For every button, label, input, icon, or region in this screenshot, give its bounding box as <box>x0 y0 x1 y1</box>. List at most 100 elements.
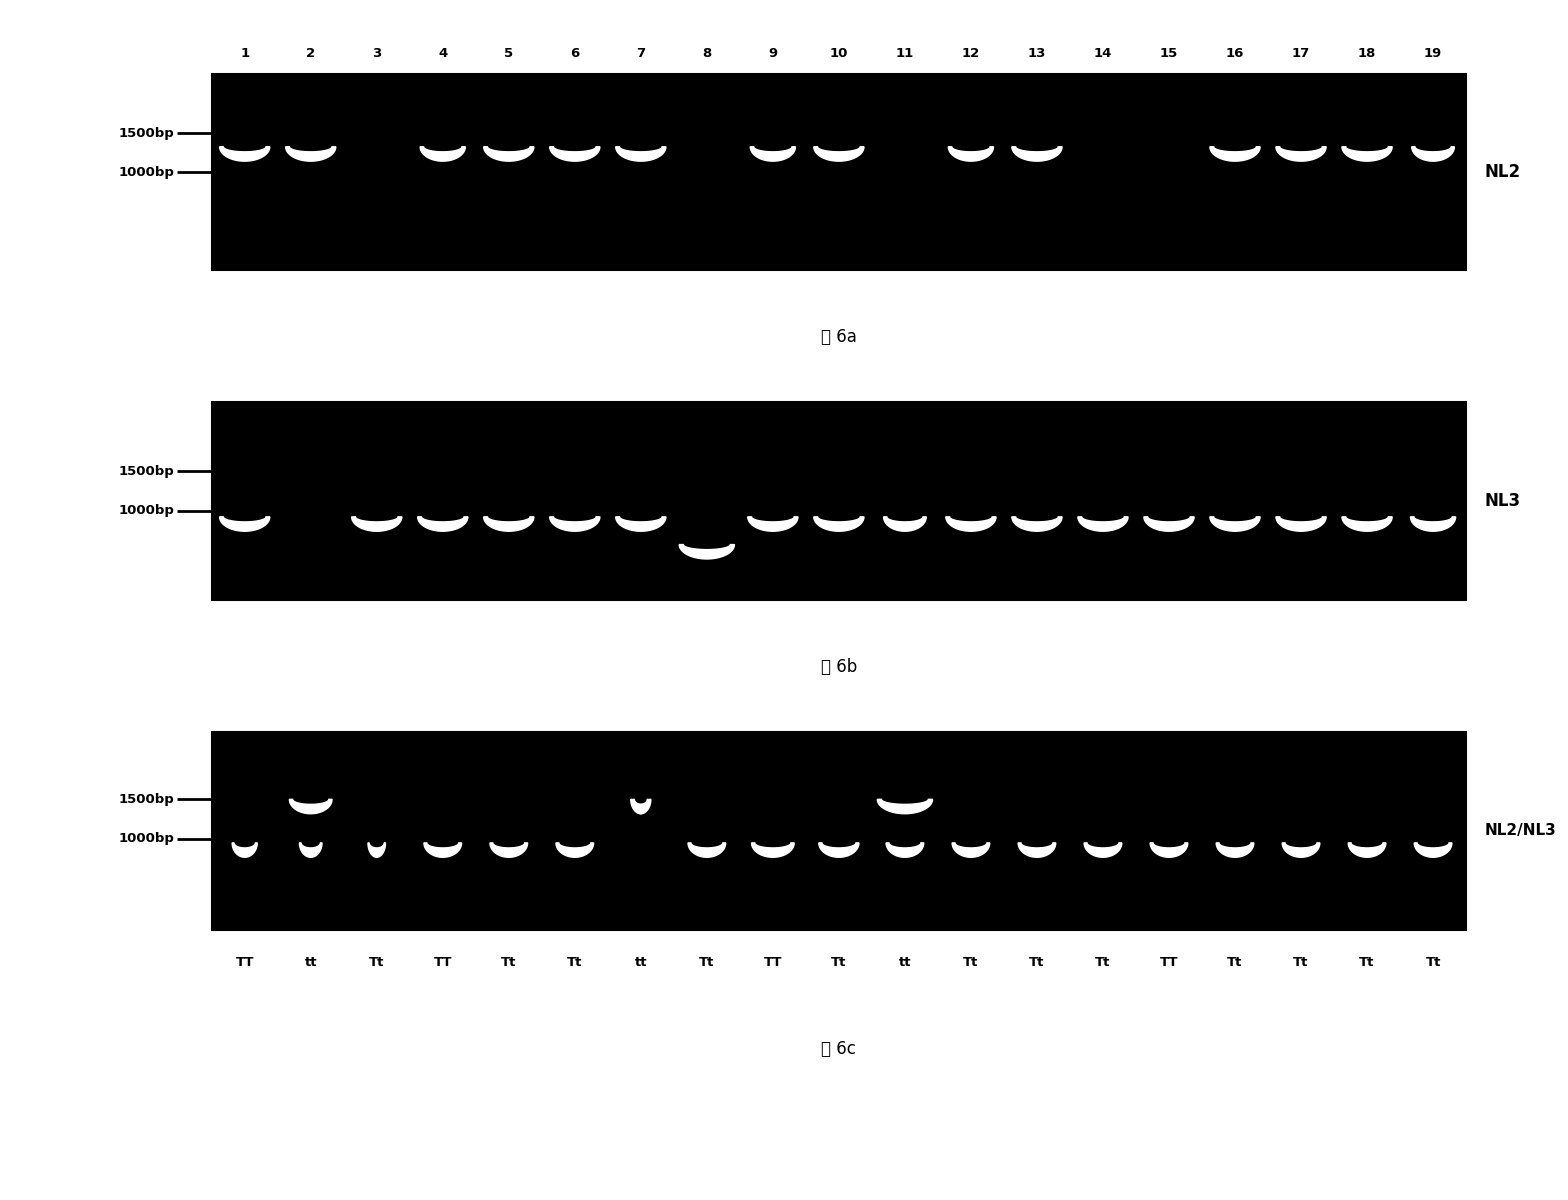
Text: TT: TT <box>764 956 782 970</box>
Text: 1500bp: 1500bp <box>118 793 174 806</box>
Text: tt: tt <box>898 956 911 970</box>
Text: NL2: NL2 <box>1485 163 1521 181</box>
Polygon shape <box>1414 842 1452 857</box>
Text: TT: TT <box>433 956 452 970</box>
Text: 图 6a: 图 6a <box>822 328 856 346</box>
Text: Tt: Tt <box>368 956 384 970</box>
Text: TT: TT <box>235 956 254 970</box>
Text: Tt: Tt <box>699 956 715 970</box>
Polygon shape <box>751 842 793 857</box>
Polygon shape <box>1151 842 1189 857</box>
Text: NL3: NL3 <box>1485 492 1521 510</box>
Text: 17: 17 <box>1292 47 1311 60</box>
Text: 8: 8 <box>702 47 712 60</box>
Polygon shape <box>368 842 386 857</box>
Polygon shape <box>1342 517 1392 532</box>
Text: 7: 7 <box>637 47 646 60</box>
Text: tt: tt <box>635 956 648 970</box>
Polygon shape <box>1342 146 1392 161</box>
Polygon shape <box>1083 842 1121 857</box>
Polygon shape <box>423 842 461 857</box>
Polygon shape <box>220 146 270 161</box>
Text: 19: 19 <box>1424 47 1443 60</box>
Text: Tt: Tt <box>1425 956 1441 970</box>
Text: 10: 10 <box>829 47 848 60</box>
Polygon shape <box>818 842 859 857</box>
Polygon shape <box>750 146 795 161</box>
Polygon shape <box>884 517 927 532</box>
Text: tt: tt <box>304 956 317 970</box>
Polygon shape <box>290 799 332 814</box>
Text: Tt: Tt <box>1294 956 1309 970</box>
Text: 5: 5 <box>505 47 513 60</box>
Text: 图 6b: 图 6b <box>820 658 858 676</box>
Polygon shape <box>1276 146 1327 161</box>
Text: 1000bp: 1000bp <box>118 833 174 846</box>
Text: 9: 9 <box>768 47 778 60</box>
Text: Tt: Tt <box>568 956 582 970</box>
Polygon shape <box>616 146 666 161</box>
Polygon shape <box>420 146 466 161</box>
Bar <box>212 74 1466 270</box>
Polygon shape <box>417 517 467 532</box>
Text: 4: 4 <box>437 47 447 60</box>
Text: 12: 12 <box>961 47 980 60</box>
Polygon shape <box>946 517 996 532</box>
Text: TT: TT <box>1160 956 1178 970</box>
Text: 1: 1 <box>240 47 249 60</box>
Polygon shape <box>1411 146 1455 161</box>
Text: 3: 3 <box>372 47 381 60</box>
Polygon shape <box>483 517 533 532</box>
Text: 2: 2 <box>306 47 315 60</box>
Text: 图 6c: 图 6c <box>822 1040 856 1058</box>
Polygon shape <box>1217 842 1254 857</box>
Text: Tt: Tt <box>831 956 847 970</box>
Polygon shape <box>1210 517 1261 532</box>
Polygon shape <box>630 799 651 814</box>
Text: Tt: Tt <box>1359 956 1375 970</box>
Polygon shape <box>878 799 933 814</box>
Polygon shape <box>1283 842 1320 857</box>
Polygon shape <box>814 517 864 532</box>
Polygon shape <box>489 842 527 857</box>
Polygon shape <box>688 842 726 857</box>
Polygon shape <box>1145 517 1195 532</box>
Polygon shape <box>952 842 989 857</box>
Polygon shape <box>1018 842 1055 857</box>
Text: NL2/NL3: NL2/NL3 <box>1485 823 1557 839</box>
Polygon shape <box>814 146 864 161</box>
Polygon shape <box>220 517 270 532</box>
Text: 18: 18 <box>1358 47 1377 60</box>
Polygon shape <box>1348 842 1386 857</box>
Polygon shape <box>1276 517 1327 532</box>
Text: 1500bp: 1500bp <box>118 126 174 139</box>
Polygon shape <box>633 799 648 814</box>
Polygon shape <box>1077 517 1127 532</box>
Text: Tt: Tt <box>502 956 516 970</box>
Polygon shape <box>679 545 734 559</box>
Text: Tt: Tt <box>1096 956 1110 970</box>
Polygon shape <box>1011 517 1062 532</box>
Text: 1500bp: 1500bp <box>118 464 174 478</box>
Text: Tt: Tt <box>963 956 978 970</box>
Text: 14: 14 <box>1094 47 1112 60</box>
Text: Tt: Tt <box>1029 956 1044 970</box>
Text: Tt: Tt <box>1228 956 1243 970</box>
Polygon shape <box>949 146 994 161</box>
Text: 13: 13 <box>1027 47 1046 60</box>
Bar <box>212 732 1466 930</box>
Polygon shape <box>616 517 666 532</box>
Polygon shape <box>351 517 401 532</box>
Polygon shape <box>1011 146 1062 161</box>
Polygon shape <box>550 146 601 161</box>
Text: 15: 15 <box>1160 47 1178 60</box>
Polygon shape <box>748 517 798 532</box>
Text: 6: 6 <box>571 47 580 60</box>
Bar <box>212 402 1466 600</box>
Polygon shape <box>557 842 594 857</box>
Text: 1000bp: 1000bp <box>118 504 174 517</box>
Polygon shape <box>483 146 533 161</box>
Text: 11: 11 <box>895 47 914 60</box>
Polygon shape <box>1210 146 1261 161</box>
Text: 16: 16 <box>1226 47 1243 60</box>
